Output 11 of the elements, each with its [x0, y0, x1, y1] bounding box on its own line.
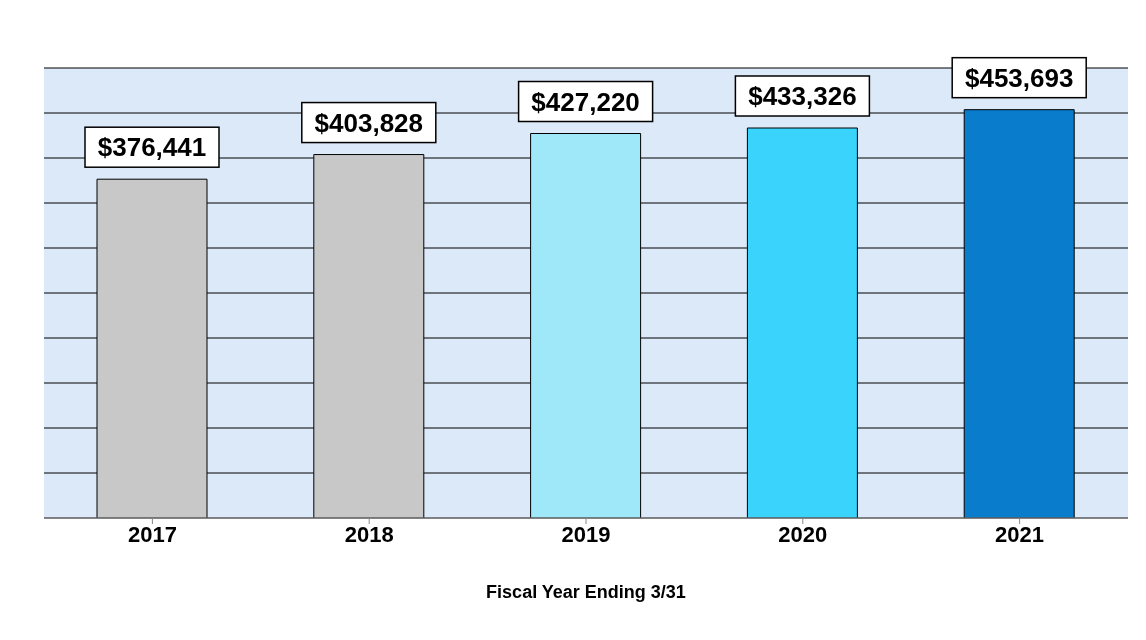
data-label: $433,326 — [748, 81, 857, 112]
data-label: $376,441 — [97, 132, 207, 163]
x-tick-label: 2018 — [344, 521, 394, 547]
x-tick-label: 2020 — [778, 521, 828, 547]
x-tick-label: 2021 — [995, 521, 1045, 547]
x-tick-label: 2017 — [127, 521, 177, 547]
x-tick-label: 2019 — [561, 521, 611, 547]
data-label: $453,693 — [964, 62, 1074, 93]
x-axis-title: Fiscal Year Ending 3/31 — [486, 582, 686, 602]
data-label: $403,828 — [314, 107, 424, 138]
data-label: $427,220 — [531, 86, 640, 117]
